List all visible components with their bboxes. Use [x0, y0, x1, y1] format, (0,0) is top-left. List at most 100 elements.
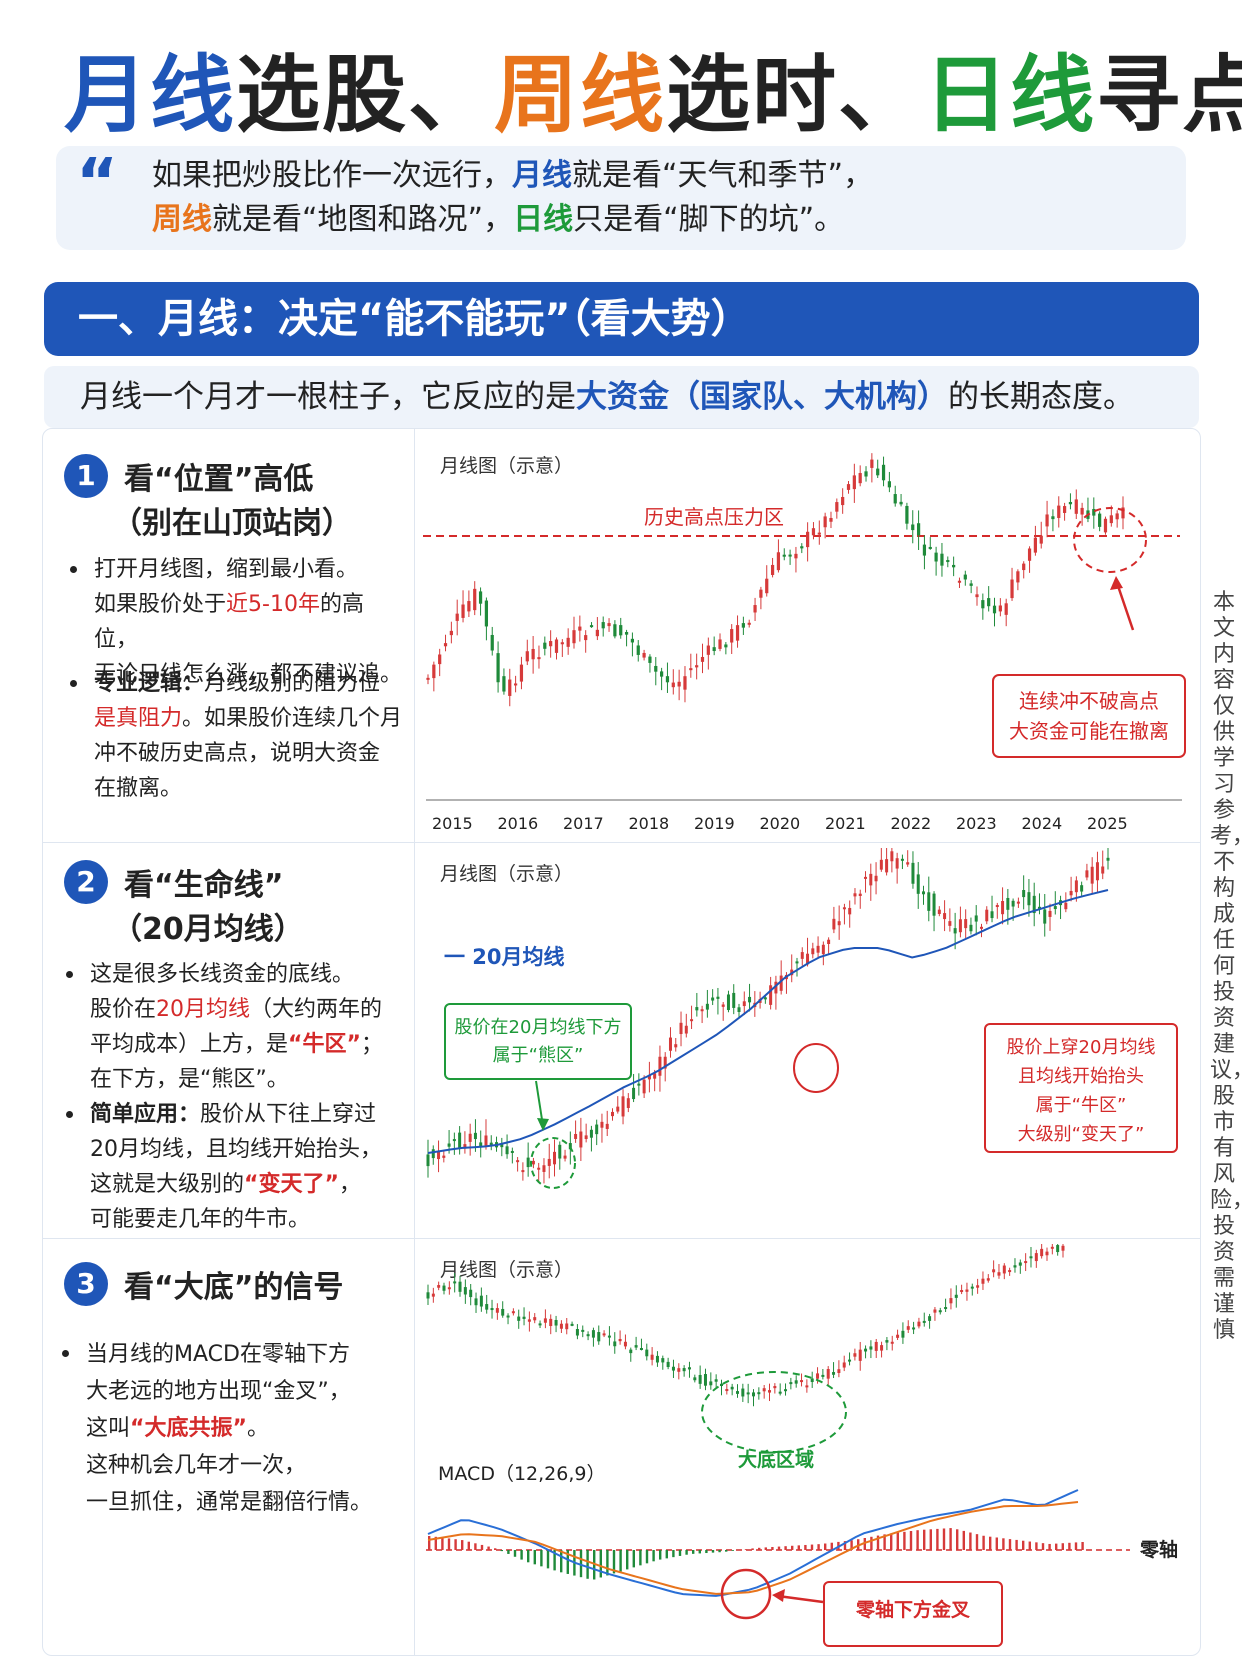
candle [992, 1269, 996, 1273]
candle [1040, 1248, 1044, 1257]
macd-bar [639, 1550, 642, 1566]
candle-series [426, 453, 1125, 707]
macd-bar [804, 1544, 807, 1550]
candle [958, 919, 962, 933]
candle [581, 1329, 585, 1332]
candle [763, 997, 767, 1000]
candle [490, 1308, 494, 1311]
macd-bar [447, 1538, 451, 1550]
bullet-text: 这就是大级别的 [90, 1172, 245, 1197]
candle [776, 552, 781, 571]
bullet-highlight: 是真阻力 [94, 706, 183, 731]
candle [979, 926, 983, 929]
macd-bar [494, 1548, 497, 1550]
candle [737, 1007, 741, 1012]
macd-bar [843, 1541, 847, 1550]
bullet-highlight: “牛区” [288, 1032, 361, 1057]
candle-series [426, 848, 1110, 1184]
candle [1085, 870, 1089, 878]
candle [1001, 901, 1005, 915]
macd-histogram [428, 1528, 1084, 1580]
candle [922, 1320, 926, 1323]
candle [800, 1380, 804, 1383]
candle [663, 1056, 667, 1069]
candle [549, 641, 553, 647]
candle [1006, 897, 1010, 910]
candle [934, 552, 938, 562]
candle [730, 1386, 734, 1390]
macd-bar [599, 1550, 602, 1578]
candle [496, 653, 500, 683]
quote-text: 就是看“地图和路况”， [212, 202, 514, 237]
bullet-text: 这种机会几年才一次， [86, 1453, 307, 1478]
candle [682, 1368, 686, 1372]
candle [735, 625, 740, 641]
candle [746, 1392, 750, 1395]
candle [458, 1132, 462, 1149]
candle [558, 1144, 562, 1159]
row-divider [42, 1238, 1201, 1239]
candle [848, 1359, 852, 1362]
candle [426, 1154, 430, 1167]
candle [479, 1142, 483, 1147]
candle [621, 1096, 625, 1117]
candle [543, 642, 547, 649]
macd-bar [428, 1536, 431, 1550]
candle [613, 624, 617, 637]
candle [901, 1330, 905, 1338]
candle [1034, 1253, 1038, 1262]
candle [595, 1124, 599, 1135]
candle [817, 532, 821, 535]
candle [1022, 563, 1026, 571]
macd-bar [1028, 1541, 1031, 1550]
candle [502, 676, 506, 692]
bull-zone-box [984, 1023, 1178, 1153]
candle [964, 919, 968, 929]
macd-bar [863, 1538, 866, 1550]
candle [542, 1165, 546, 1172]
bullet-dot [66, 971, 73, 978]
macd-bar [936, 1528, 939, 1550]
macd-bar [1008, 1539, 1012, 1550]
candle [794, 553, 798, 559]
candle [1016, 571, 1020, 583]
candle [719, 1383, 723, 1387]
macd-bar [619, 1550, 622, 1572]
candle [1061, 1245, 1065, 1251]
macd-bar [1081, 1542, 1084, 1550]
candle [895, 858, 899, 869]
candle [467, 601, 471, 612]
candle [752, 1392, 756, 1397]
macd-bar [665, 1550, 668, 1559]
bullet-text: 无论日线怎么涨，都不建议追。 [94, 662, 403, 687]
candle [794, 1380, 798, 1384]
candle [537, 657, 541, 660]
macd-bar [929, 1529, 932, 1550]
candle [693, 1377, 697, 1381]
macd-bar [632, 1550, 635, 1568]
bullet-text: 当月线的MACD在零轴下方 [86, 1342, 350, 1367]
candle [660, 671, 664, 677]
candle [870, 459, 874, 468]
card1-title: 看“位置”高低 [124, 462, 314, 497]
bullet-label: 专业逻辑： [94, 671, 205, 696]
macd-bar [1002, 1538, 1005, 1550]
candle [954, 1294, 958, 1298]
candle [661, 1358, 665, 1363]
macd-bar [434, 1536, 437, 1550]
candle [452, 1139, 456, 1142]
callout-box [992, 674, 1186, 758]
bullet-label: 简单应用： [90, 1102, 201, 1127]
candle [706, 645, 710, 655]
bullet-text: 一旦抓住，通常是翻倍行情。 [86, 1490, 373, 1515]
candle [975, 594, 979, 598]
candle [890, 851, 894, 862]
candle-series [426, 1244, 1065, 1407]
candle [735, 1391, 739, 1394]
candle [969, 924, 973, 932]
candle [619, 625, 623, 636]
macd-bar [1068, 1542, 1071, 1550]
macd-bar [626, 1550, 629, 1570]
candle [677, 681, 681, 687]
candle [795, 961, 799, 964]
